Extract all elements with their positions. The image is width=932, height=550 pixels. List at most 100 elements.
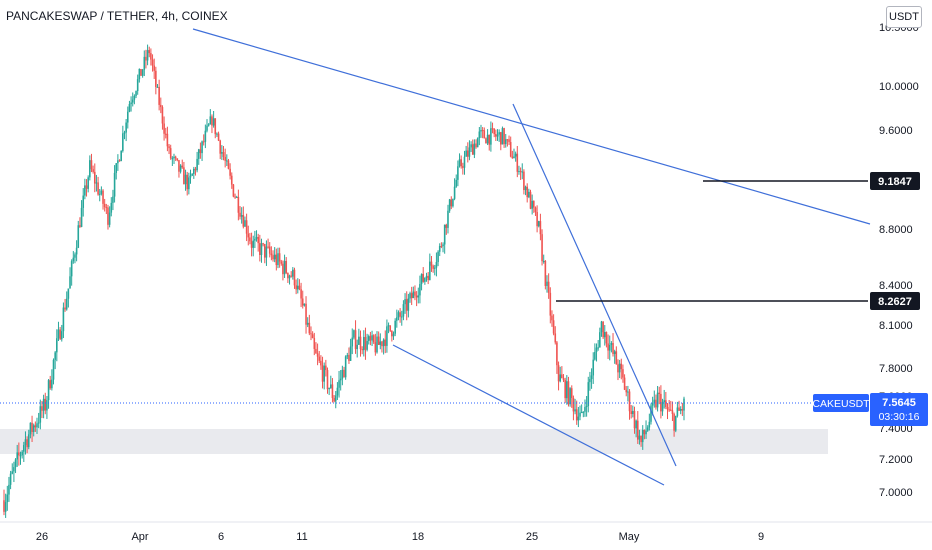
level-high-value: 9.1847 bbox=[878, 176, 912, 188]
candle-body bbox=[546, 281, 548, 286]
candle-body bbox=[673, 413, 675, 431]
candle-body bbox=[651, 403, 654, 406]
candle-body bbox=[69, 276, 71, 289]
candle-body bbox=[582, 411, 585, 413]
candle-body bbox=[584, 407, 586, 412]
candle-body bbox=[24, 439, 27, 446]
price-tick-label: 7.0000 bbox=[879, 487, 913, 499]
candle-body bbox=[511, 156, 514, 159]
candle-body bbox=[354, 330, 357, 350]
candle-body bbox=[597, 347, 599, 349]
candle-body bbox=[508, 139, 510, 143]
candle-body bbox=[103, 203, 106, 208]
candle-body bbox=[613, 351, 616, 355]
candle-body bbox=[333, 398, 335, 402]
candle-body bbox=[602, 321, 604, 338]
candle-body bbox=[300, 289, 302, 299]
candle-body bbox=[442, 244, 444, 247]
candle-body bbox=[115, 163, 118, 173]
candle-body bbox=[14, 459, 17, 468]
candle-body bbox=[559, 374, 562, 382]
candle-body bbox=[600, 321, 603, 333]
candle-body bbox=[249, 237, 251, 242]
candle-body bbox=[240, 215, 243, 217]
candle-body bbox=[549, 292, 552, 316]
candle-body bbox=[206, 125, 208, 131]
candle-body bbox=[207, 124, 210, 126]
candle-body bbox=[650, 405, 652, 422]
candle-body bbox=[344, 356, 347, 378]
price-tick-label: 9.6000 bbox=[879, 125, 913, 137]
candle-body bbox=[503, 128, 505, 145]
candle-body bbox=[632, 410, 634, 415]
candle-body bbox=[201, 141, 203, 154]
candle-body bbox=[92, 169, 94, 172]
candle-body bbox=[612, 343, 614, 355]
candle-body bbox=[669, 409, 672, 411]
candle-body bbox=[544, 260, 547, 286]
currency-unit-button[interactable]: USDT bbox=[886, 6, 922, 28]
candle-body bbox=[245, 220, 248, 234]
candle-body bbox=[377, 336, 380, 345]
candle-body bbox=[410, 293, 413, 299]
candle-body bbox=[466, 150, 469, 157]
candle-body bbox=[458, 159, 461, 167]
candle-body bbox=[277, 253, 279, 266]
candle-body bbox=[526, 186, 529, 198]
candle-body bbox=[151, 59, 154, 66]
candle-body bbox=[658, 392, 661, 394]
candle-body bbox=[51, 379, 53, 389]
level-mid-tag bbox=[870, 292, 920, 310]
candle-body bbox=[537, 221, 540, 227]
candle-body bbox=[595, 347, 598, 353]
candle-body bbox=[528, 191, 530, 198]
candle-body bbox=[440, 246, 443, 248]
candle-body bbox=[278, 253, 281, 262]
candle-body bbox=[54, 352, 56, 360]
candle-body bbox=[227, 160, 230, 169]
candle-body bbox=[405, 299, 408, 311]
candle-body bbox=[9, 473, 12, 485]
candle-body bbox=[468, 147, 471, 157]
candle-body bbox=[356, 344, 359, 350]
last-price-tag bbox=[870, 393, 928, 426]
candle-body bbox=[166, 133, 169, 147]
candle-body bbox=[163, 123, 165, 134]
candle-body bbox=[193, 168, 195, 174]
candle-body bbox=[130, 102, 132, 105]
candle-body bbox=[168, 146, 170, 149]
candle-body bbox=[13, 467, 15, 472]
candle-body bbox=[671, 410, 674, 414]
candle-body bbox=[493, 128, 495, 135]
candle-body bbox=[462, 166, 464, 168]
candle-body bbox=[351, 337, 354, 347]
candle-body bbox=[3, 500, 5, 512]
candle-body bbox=[471, 144, 474, 155]
last-price-value: 7.5645 bbox=[882, 397, 916, 409]
candle-body bbox=[197, 149, 200, 159]
time-tick-label: 26 bbox=[36, 531, 48, 543]
candle-body bbox=[587, 382, 590, 407]
candle-body bbox=[100, 190, 103, 194]
candle-body bbox=[666, 407, 669, 410]
candle-body bbox=[679, 409, 682, 411]
candle-body bbox=[150, 53, 152, 60]
candle-body bbox=[34, 425, 37, 428]
candle-body bbox=[65, 298, 68, 310]
candle-body bbox=[369, 336, 372, 341]
candle-body bbox=[209, 116, 212, 125]
candle-body bbox=[252, 240, 255, 248]
candle-body bbox=[645, 430, 647, 435]
candle-body bbox=[551, 315, 553, 321]
candle-body bbox=[285, 260, 288, 273]
candle-body bbox=[254, 238, 256, 241]
candle-body bbox=[27, 434, 30, 448]
candle-body bbox=[323, 365, 325, 382]
candle-body bbox=[633, 410, 636, 429]
price-tick-label: 10.0000 bbox=[879, 81, 919, 93]
candle-body bbox=[427, 275, 429, 280]
candle-body bbox=[105, 207, 108, 209]
candle-body bbox=[387, 325, 390, 327]
candle-body bbox=[646, 427, 649, 431]
